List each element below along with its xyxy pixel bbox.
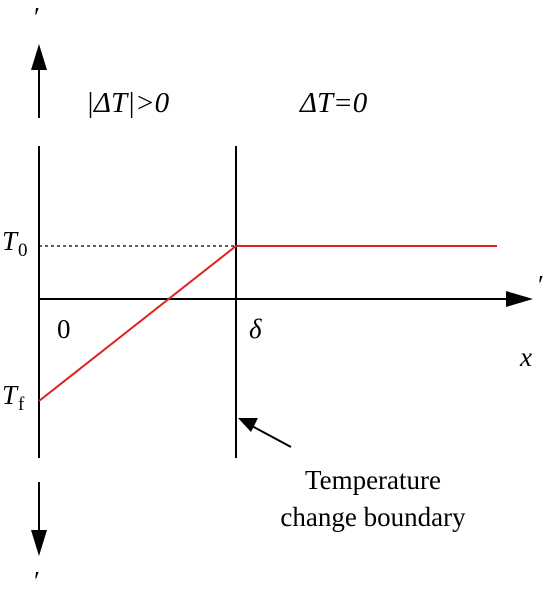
t0-label: T [2, 226, 19, 256]
apostrophe-right: ′ [538, 270, 544, 300]
origin-label: 0 [57, 314, 71, 344]
region-left-label: |ΔT|>0 [86, 87, 170, 119]
temperature-gradient-line [38, 245, 237, 402]
boundary-pointer-line [251, 425, 292, 448]
vertical-axis-up-arrowhead [31, 44, 47, 70]
delta-label: δ [249, 314, 262, 344]
apostrophe-top: ′ [34, 2, 40, 32]
x-axis-label: x [519, 342, 532, 372]
apostrophe-bottom: ′ [34, 566, 40, 592]
t0-subscript: 0 [18, 240, 28, 261]
caption-line-2: change boundary [280, 502, 466, 532]
caption-line-1: Temperature [305, 465, 441, 495]
tf-label: T [2, 380, 19, 410]
x-axis-arrowhead [506, 291, 533, 307]
tf-subscript: f [18, 394, 25, 415]
boundary-pointer-arrowhead [238, 418, 258, 432]
vertical-axis-down-arrowhead [31, 530, 47, 556]
region-right-label: ΔT=0 [299, 87, 368, 119]
